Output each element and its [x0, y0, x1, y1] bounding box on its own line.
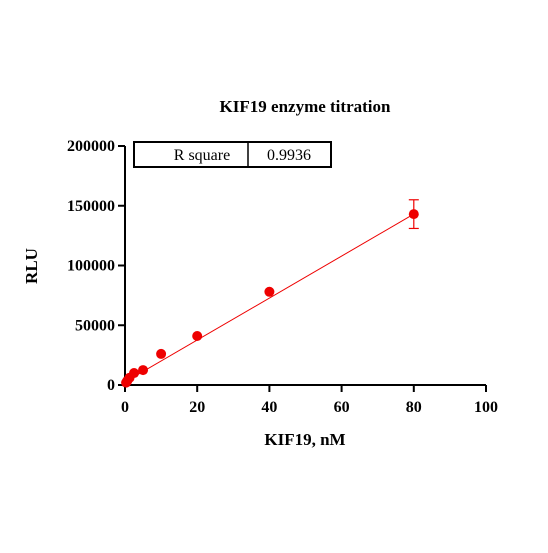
x-tick-label: 60	[334, 399, 350, 416]
y-axis-title: RLU	[22, 248, 41, 284]
r-square-table: R square 0.9936	[133, 141, 332, 168]
data-point	[129, 368, 140, 379]
x-ticks: 0 20 40 60 80 100	[121, 385, 498, 416]
x-tick-label: 20	[189, 399, 205, 416]
linear-fit-line	[124, 213, 415, 383]
y-ticks: 0 50000 100000 150000 200000	[67, 138, 125, 394]
data-point	[264, 286, 275, 297]
data-point	[156, 348, 167, 359]
r-square-table-border	[133, 141, 332, 168]
x-tick-label: 80	[406, 399, 422, 416]
axes	[124, 146, 486, 386]
x-tick-label: 40	[261, 399, 277, 416]
y-tick-label: 50000	[75, 317, 115, 334]
r-square-label: R square	[174, 147, 230, 164]
data-points-layer	[121, 209, 419, 388]
y-tick-label: 200000	[67, 138, 115, 155]
y-tick-label: 0	[107, 377, 115, 394]
chart-title: KIF19 enzyme titration	[220, 97, 391, 116]
data-point	[192, 331, 203, 342]
data-point	[138, 365, 149, 376]
y-tick-label: 150000	[67, 198, 115, 215]
data-point	[408, 209, 419, 220]
x-tick-label: 0	[121, 399, 129, 416]
x-axis-title: KIF19, nM	[264, 430, 345, 449]
fit-line-layer	[124, 213, 415, 383]
r-square-value: 0.9936	[267, 147, 311, 164]
y-tick-label: 100000	[67, 258, 115, 275]
x-tick-label: 100	[474, 399, 498, 416]
